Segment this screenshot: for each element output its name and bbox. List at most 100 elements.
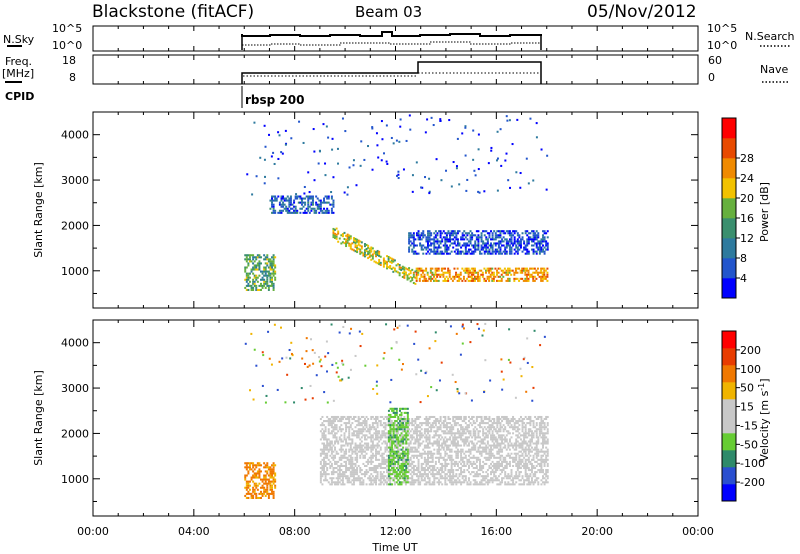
power-cell — [335, 237, 338, 240]
power-cell — [363, 251, 366, 254]
power-cell — [529, 273, 532, 276]
power-cell — [475, 244, 478, 247]
velocity-cell — [529, 442, 532, 445]
power-cell — [477, 248, 480, 251]
power-cell — [543, 238, 546, 241]
velocity-cell — [340, 440, 343, 443]
power-cell — [519, 186, 522, 189]
power-cell — [508, 119, 511, 122]
velocity-cell — [415, 479, 418, 482]
velocity-cell — [263, 482, 266, 485]
velocity-cell — [482, 483, 485, 486]
velocity-cell — [420, 436, 423, 439]
velocity-cell — [324, 475, 327, 478]
power-cell — [323, 201, 326, 204]
velocity-cell — [405, 436, 408, 439]
velocity-cell — [392, 462, 395, 465]
power-cell — [502, 240, 505, 243]
power-cell — [409, 276, 412, 279]
power-cell — [428, 232, 431, 235]
power-cell — [544, 275, 547, 278]
power-cell — [430, 238, 433, 241]
power-cell — [450, 277, 453, 280]
power-cell — [247, 278, 250, 281]
velocity-cell — [326, 444, 329, 447]
velocity-cell — [343, 436, 346, 439]
velocity-cell — [529, 415, 532, 418]
velocity-cell — [496, 424, 499, 427]
velocity-cell — [338, 418, 341, 421]
velocity-cell — [335, 462, 338, 465]
power-cell — [352, 164, 355, 167]
velocity-cell — [467, 471, 470, 474]
power-cell — [274, 272, 277, 275]
velocity-cell — [348, 420, 351, 423]
velocity-cell — [340, 450, 343, 453]
power-cell — [247, 262, 250, 265]
power-cell — [289, 195, 292, 198]
velocity-cell — [436, 452, 439, 455]
power-cell — [397, 170, 400, 173]
power-cell — [338, 237, 341, 240]
power-cell — [427, 244, 429, 247]
power-cell — [447, 279, 450, 282]
velocity-cell — [513, 418, 516, 421]
velocity-cell — [403, 473, 406, 476]
velocity-cell — [452, 440, 455, 443]
power-cell — [422, 230, 425, 233]
velocity-cell — [258, 496, 261, 499]
velocity-cell — [370, 415, 373, 418]
velocity-cell — [321, 458, 324, 461]
velocity-cell — [348, 462, 351, 465]
power-cell — [522, 279, 525, 282]
velocity-cell — [245, 486, 248, 489]
velocity-cell — [461, 450, 464, 453]
velocity-cell — [442, 426, 445, 429]
power-cell — [253, 280, 256, 283]
velocity-cell — [348, 428, 351, 431]
velocity-cell — [411, 450, 414, 453]
power-cell — [441, 232, 444, 235]
power-cell — [505, 269, 508, 272]
velocity-cell — [404, 454, 407, 457]
power-cell — [485, 244, 488, 247]
power-cell — [461, 244, 464, 247]
power-cell — [467, 248, 470, 251]
velocity-cell — [395, 477, 398, 480]
velocity-cell — [272, 462, 275, 465]
velocity-cell — [523, 432, 526, 435]
power-cell — [427, 234, 429, 237]
velocity-cell — [499, 424, 502, 427]
power-cell — [415, 273, 418, 276]
velocity-cell — [340, 418, 343, 421]
velocity-cell — [420, 432, 423, 435]
velocity-cell — [391, 454, 394, 457]
velocity-cell — [479, 430, 481, 433]
power-cell — [532, 244, 535, 247]
power-cell — [532, 238, 535, 241]
power-cell — [269, 207, 272, 210]
velocity-cell — [540, 426, 543, 429]
power-cell — [450, 250, 453, 253]
velocity-cell — [441, 422, 444, 425]
velocity-cell — [521, 418, 524, 421]
power-cell — [280, 195, 283, 198]
velocity-cell — [436, 420, 439, 423]
velocity-cell — [519, 420, 522, 423]
velocity-cell — [387, 418, 390, 421]
velocity-cell — [392, 473, 395, 476]
velocity-cell — [439, 428, 442, 431]
velocity-cell — [516, 469, 519, 472]
velocity-cell — [319, 454, 322, 457]
power-cell — [445, 250, 448, 253]
power-cell — [266, 270, 269, 273]
velocity-cell — [494, 436, 497, 439]
velocity-cell — [456, 422, 459, 425]
power-cell — [285, 207, 288, 210]
power-cell — [546, 230, 549, 233]
velocity-cell — [394, 440, 397, 443]
velocity-cell — [394, 450, 397, 453]
velocity-cell — [463, 464, 466, 467]
velocity-cell — [491, 424, 494, 427]
power-cell — [496, 250, 499, 253]
